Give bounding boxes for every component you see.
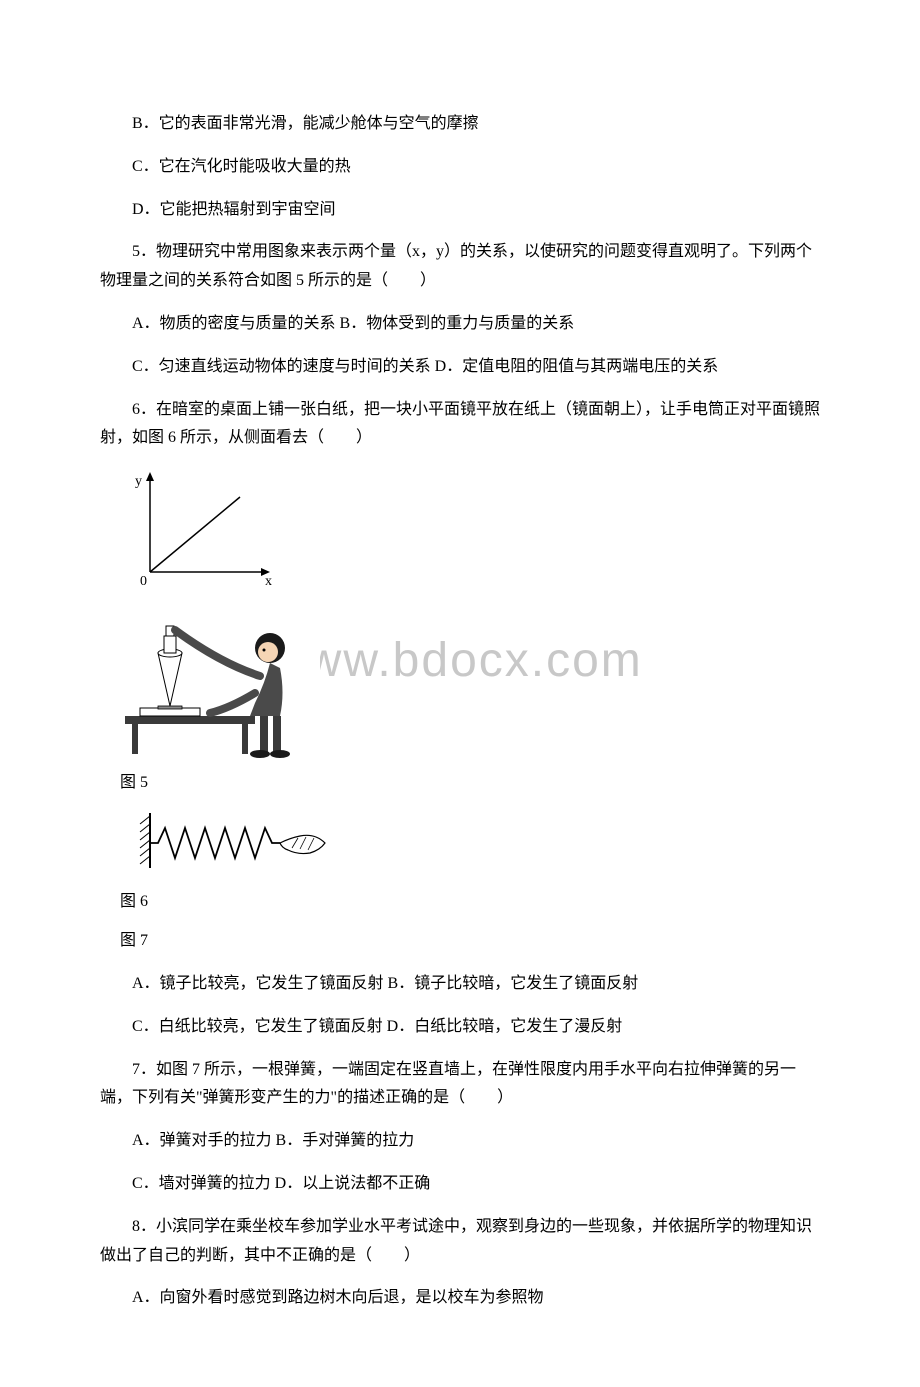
q5-options-ab: A．物质的密度与质量的关系 B．物体受到的重力与质量的关系 xyxy=(100,310,820,339)
q7-stem: 7．如图 7 所示，一根弹簧，一端固定在竖直墙上，在弹性限度内用手水平向右拉伸弹… xyxy=(100,1056,820,1114)
experiment-illustration-icon xyxy=(120,608,320,758)
spring-illustration-icon xyxy=(120,808,340,878)
linear-graph-icon: y x 0 xyxy=(120,467,280,587)
q6-options-cd: C．白纸比较亮，它发生了镜面反射 D．白纸比较暗，它发生了漫反射 xyxy=(100,1013,820,1042)
q8-stem: 8．小滨同学在乘坐校车参加学业水平考试途中，观察到身边的一些现象，并依据所学的物… xyxy=(100,1213,820,1271)
figure-7-label: 图 7 xyxy=(120,927,820,956)
q4-option-c: C．它在汽化时能吸收大量的热 xyxy=(100,153,820,182)
figure-7-spring: 图 6 xyxy=(100,808,820,918)
figure-5-graph: y x 0 xyxy=(100,467,820,598)
graph-origin-label: 0 xyxy=(140,574,147,587)
q7-options-ab: A．弹簧对手的拉力 B．手对弹簧的拉力 xyxy=(100,1127,820,1156)
graph-x-label: x xyxy=(265,574,272,587)
q6-options-ab: A．镜子比较亮，它发生了镜面反射 B．镜子比较暗，它发生了镜面反射 xyxy=(100,970,820,999)
q8-option-a: A．向窗外看时感觉到路边树木向后退，是以校车为参照物 xyxy=(100,1284,820,1313)
q6-stem: 6．在暗室的桌面上铺一张白纸，把一块小平面镜平放在纸上（镜面朝上），让手电筒正对… xyxy=(100,396,820,454)
figure-5-label: 图 5 xyxy=(120,769,148,798)
figure-6-label: 图 6 xyxy=(120,888,148,917)
document-body: B．它的表面非常光滑，能减少舱体与空气的摩擦 C．它在汽化时能吸收大量的热 D．… xyxy=(100,110,820,1313)
q4-option-b: B．它的表面非常光滑，能减少舱体与空气的摩擦 xyxy=(100,110,820,139)
q4-option-d: D．它能把热辐射到宇宙空间 xyxy=(100,196,820,225)
graph-y-label: y xyxy=(135,474,142,489)
figure-6-experiment: 图 5 xyxy=(100,608,820,798)
q7-options-cd: C．墙对弹簧的拉力 D．以上说法都不正确 xyxy=(100,1170,820,1199)
q5-options-cd: C．匀速直线运动物体的速度与时间的关系 D．定值电阻的阻值与其两端电压的关系 xyxy=(100,353,820,382)
q5-stem: 5．物理研究中常用图象来表示两个量（x，y）的关系，以使研究的问题变得直观明了。… xyxy=(100,238,820,296)
